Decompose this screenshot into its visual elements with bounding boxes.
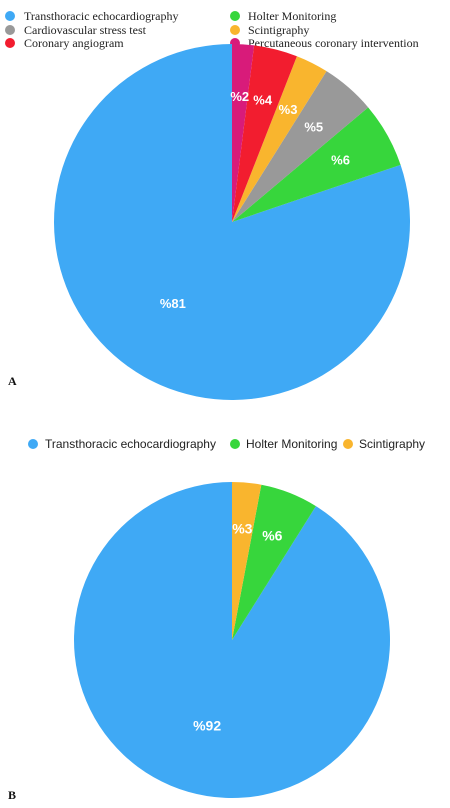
legend-a-swatch-0 <box>5 11 15 21</box>
pie-a-label-5: %2 <box>230 89 249 104</box>
pie-a-slice-5 <box>232 44 255 222</box>
pie-b-slice-0 <box>74 482 391 799</box>
legend-a-swatch-4 <box>5 38 15 48</box>
pie-a-slice-2 <box>232 71 369 223</box>
pie-b-label-1: %6 <box>262 528 282 544</box>
legend-a-item-4: Coronary angiogram <box>5 36 124 50</box>
legend-a-item-0: Transthoracic echocardiography <box>5 9 179 23</box>
legend-b-item-0: Transthoracic echocardiography <box>28 437 216 451</box>
legend-b-swatch-0 <box>28 439 38 449</box>
pie-b-slice-1 <box>232 484 316 640</box>
panel-label-a: A <box>8 374 17 388</box>
pie-b: %92 %6 %3 <box>74 481 391 799</box>
pie-b-label-0: %92 <box>193 717 221 733</box>
legend-b-text-0: Transthoracic echocardiography <box>45 437 216 451</box>
pie-a-slice-4 <box>232 45 297 222</box>
legend-b-text-1: Holter Monitoring <box>246 437 337 451</box>
legend-a-item-1: Holter Monitoring <box>230 9 336 23</box>
legend-a-text-3: Scintigraphy <box>248 23 309 37</box>
legend-a-swatch-3 <box>230 25 240 35</box>
legend-b-item-2: Scintigraphy <box>343 437 425 451</box>
pie-b-label-2: %3 <box>232 521 252 537</box>
pie-a-label-4: %4 <box>253 93 273 108</box>
pie-a-label-1: %6 <box>331 152 350 167</box>
pie-a-label-0: %81 <box>160 296 186 311</box>
legend-a-text-1: Holter Monitoring <box>248 9 336 23</box>
pie-a-slice-1 <box>232 107 401 222</box>
legend-a-item-3: Scintigraphy <box>230 23 309 37</box>
legend-a: Transthoracic echocardiography Holter Mo… <box>5 9 419 50</box>
pie-a-label-2: %5 <box>304 119 323 134</box>
legend-a-swatch-1 <box>230 11 240 21</box>
legend-a-text-4: Coronary angiogram <box>24 36 124 50</box>
pie-b-slice-2 <box>232 481 262 640</box>
legend-a-item-2: Cardiovascular stress test <box>5 23 147 37</box>
pie-a: %81 %6 %5 %3 %4 %2 <box>54 44 411 401</box>
pie-a-label-3: %3 <box>279 102 298 117</box>
legend-b-swatch-1 <box>230 439 240 449</box>
legend-a-swatch-2 <box>5 25 15 35</box>
legend-b-text-2: Scintigraphy <box>359 437 425 451</box>
legend-b-swatch-2 <box>343 439 353 449</box>
legend-a-text-0: Transthoracic echocardiography <box>24 9 179 23</box>
legend-b-item-1: Holter Monitoring <box>230 437 337 451</box>
panel-label-b: B <box>8 788 16 802</box>
pie-a-slice-3 <box>232 56 327 223</box>
pie-a-slice-0 <box>54 44 411 401</box>
legend-a-text-5: Percutaneous coronary intervention <box>248 36 419 50</box>
legend-a-text-2: Cardiovascular stress test <box>24 23 147 37</box>
legend-b: Transthoracic echocardiography Holter Mo… <box>28 437 425 451</box>
